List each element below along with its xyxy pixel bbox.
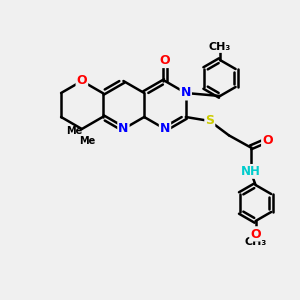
Text: CH₃: CH₃ bbox=[244, 237, 267, 247]
Text: CH₃: CH₃ bbox=[209, 42, 231, 52]
Text: S: S bbox=[205, 115, 214, 128]
Text: Me: Me bbox=[66, 126, 82, 136]
Text: Me: Me bbox=[79, 136, 95, 146]
Text: O: O bbox=[250, 227, 261, 241]
Text: O: O bbox=[250, 227, 261, 241]
Text: O: O bbox=[262, 134, 273, 147]
Text: N: N bbox=[118, 122, 129, 136]
Text: N: N bbox=[181, 86, 191, 100]
Text: NH: NH bbox=[241, 165, 260, 178]
Text: O: O bbox=[76, 74, 87, 88]
Text: N: N bbox=[160, 122, 170, 136]
Text: O: O bbox=[160, 54, 170, 67]
